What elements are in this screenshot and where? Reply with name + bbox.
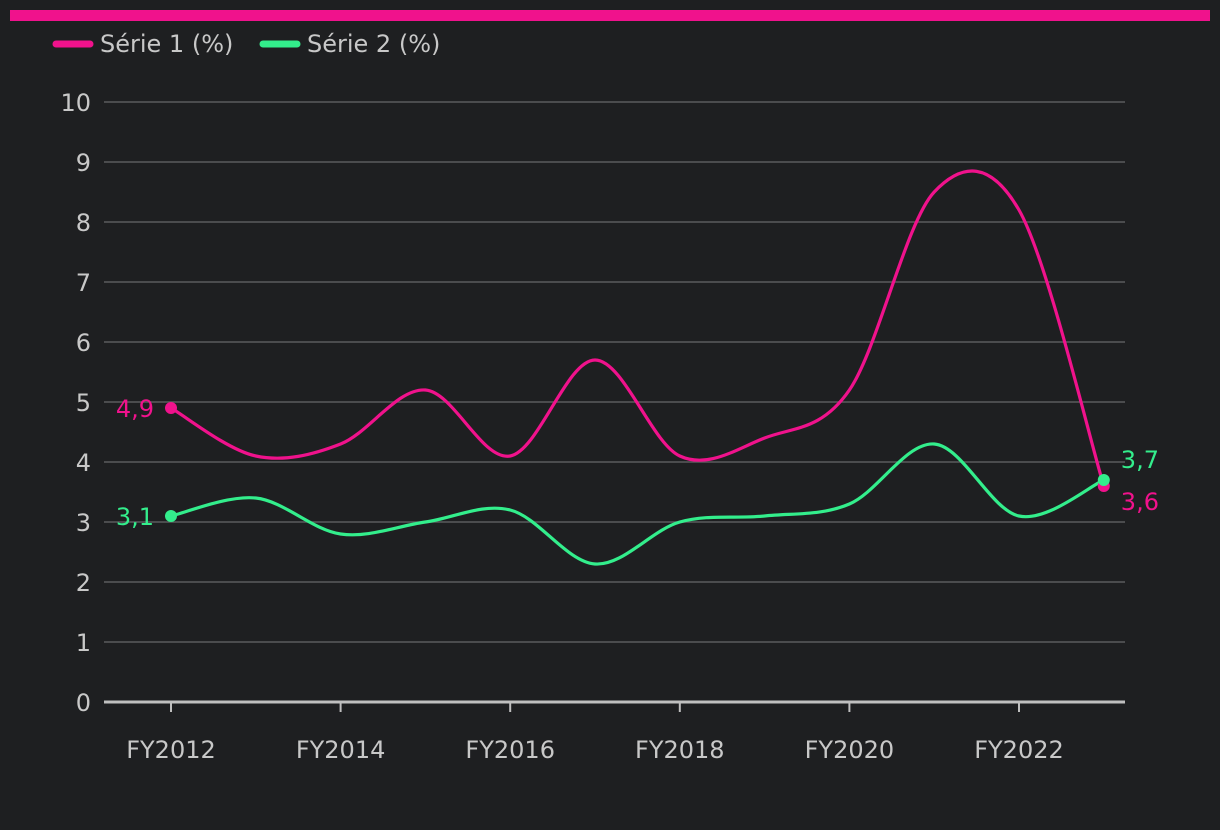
x-tick-label-FY2020: FY2020 [805,736,895,764]
y-tick-label-3: 3 [76,509,91,537]
series-2-line [169,442,1106,566]
x-axis: FY2012 FY2014 FY2016 FY2018 FY2020 FY2022 [104,700,1125,764]
series-1-start-label: 4,9 [116,395,154,423]
x-tick-label-FY2014: FY2014 [296,736,386,764]
y-tick-label-0: 0 [76,689,91,717]
top-accent-bar [10,10,1210,21]
markers: 4,9 3,6 3,1 3,7 [116,395,1159,531]
series-2-start-point [165,510,177,522]
legend-label-series-1: Série 1 (%) [100,30,233,58]
y-tick-label-9: 9 [76,149,91,177]
y-tick-label-8: 8 [76,209,91,237]
x-tick-label-FY2012: FY2012 [126,736,216,764]
series-1-start-point [165,402,177,414]
x-tick-label-FY2018: FY2018 [635,736,725,764]
series-2-end-point [1097,474,1110,486]
y-axis: 0 1 2 3 4 5 6 7 8 9 10 [60,89,91,717]
series-1-end-label: 3,6 [1121,488,1159,516]
y-tick-label-2: 2 [76,569,91,597]
series-2-end-label: 3,7 [1121,446,1159,474]
y-tick-label-5: 5 [76,389,91,417]
y-tick-label-1: 1 [76,629,91,657]
series-2-start-label: 3,1 [116,503,154,531]
series-lines [169,169,1106,566]
y-tick-label-4: 4 [76,449,91,477]
y-tick-label-10: 10 [60,89,91,117]
grid [104,101,1125,643]
legend: Série 1 (%) Série 2 (%) [52,30,440,58]
y-tick-label-6: 6 [76,329,91,357]
legend-label-series-2: Série 2 (%) [307,30,440,58]
y-tick-label-7: 7 [76,269,91,297]
series-1-line [169,169,1106,488]
x-tick-label-FY2016: FY2016 [465,736,555,764]
x-tick-label-FY2022: FY2022 [974,736,1064,764]
